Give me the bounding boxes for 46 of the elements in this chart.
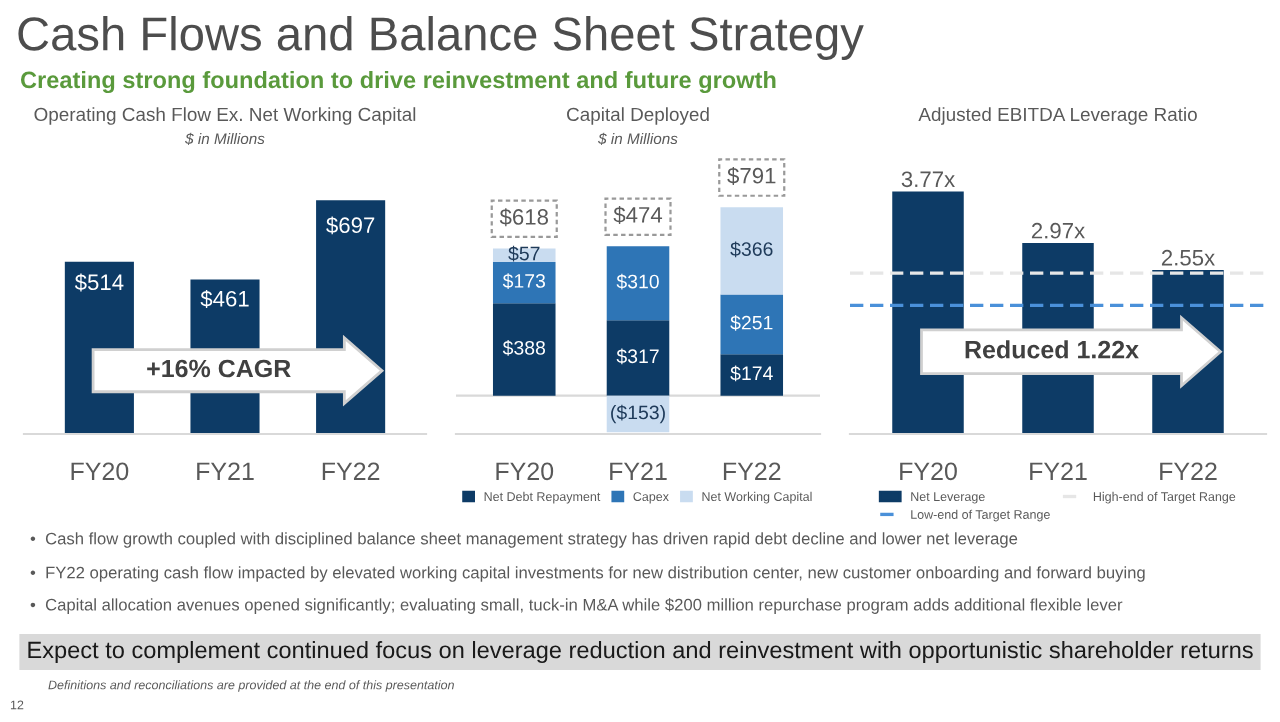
bar (492, 248, 556, 262)
x-tick-label: FY22 (1160, 462, 1217, 480)
bar (720, 294, 784, 355)
data-label: $57 (508, 245, 540, 262)
bar (492, 261, 556, 304)
text: Expect to complement continued focus on leverage reduction and reinvestment with opportunistic shareholder returns (28, 640, 1253, 663)
text: Creating strong foundation to drive reinvestment and future growth (20, 70, 776, 94)
chart-title: Adjusted EBITDA Leverage Ratio (918, 107, 1197, 125)
data-label: $514 (74, 273, 124, 292)
data-label: 2.55x (1161, 249, 1215, 266)
data-label: $366 (730, 241, 773, 258)
chart-title: Operating Cash Flow Ex. Net Working Capital (34, 107, 416, 125)
x-tick-label: FY20 (900, 462, 957, 481)
data-label: 2.97x (1031, 222, 1085, 239)
data-label: $697 (326, 216, 375, 235)
x-tick-label: FY22 (723, 462, 781, 480)
data-label: $173 (502, 273, 546, 289)
x-tick-label: FY21 (610, 462, 667, 480)
data-label: $461 (200, 289, 249, 308)
text: • Cash flow growth coupled with disciplined balance sheet management strategy has driven rapid debt decline and lower net leverage (30, 532, 1018, 548)
total-label: $474 (613, 205, 663, 224)
data-label: $174 (730, 365, 773, 382)
annotation: +16% CAGR (147, 359, 291, 378)
total-label: $618 (499, 208, 548, 227)
bar (720, 207, 784, 295)
bar (606, 320, 670, 396)
data-label: $317 (616, 348, 659, 365)
data-label: $310 (616, 273, 659, 290)
x-tick-label: FY21 (1030, 462, 1087, 480)
x-tick-label: FY22 (322, 462, 380, 480)
chart-title: Capital Deployed (567, 107, 709, 125)
data-label: $388 (502, 340, 546, 356)
bar (606, 246, 670, 321)
data-label: 3.77x (901, 171, 955, 188)
bar (720, 354, 784, 396)
data-label: ($153) (611, 404, 665, 424)
total-label: $791 (727, 166, 776, 185)
x-tick-label: FY20 (496, 462, 554, 481)
text: Cash Flows and Balance Sheet Strategy (18, 15, 864, 61)
data-label: $251 (730, 314, 773, 331)
bar (492, 303, 556, 396)
x-tick-label: FY21 (197, 462, 254, 480)
text: • Capital allocation avenues opened significantly; evaluating small, tuck-in M&A while $200 million repurchase program adds additional flexible lever (30, 598, 1123, 614)
x-tick-label: FY20 (71, 462, 129, 481)
text: • FY22 operating cash flow impacted by elevated working capital investments for new distribution center, new customer onboarding and forward buying (30, 566, 1145, 582)
annotation: Reduced 1.22x (965, 340, 1139, 359)
